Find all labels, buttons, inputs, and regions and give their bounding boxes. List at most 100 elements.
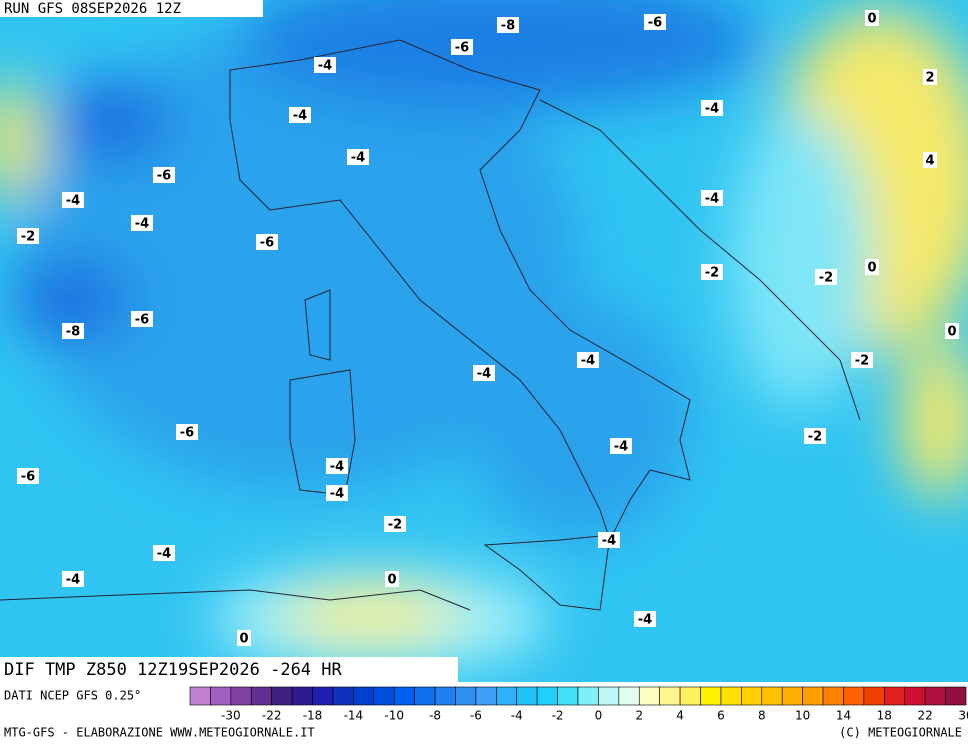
contour-label: -6 [648, 16, 662, 31]
colorbar-swatch [210, 686, 232, 706]
colorbar-swatch [291, 686, 313, 706]
colorbar-tick-label: -4 [511, 709, 523, 723]
contour-label-bg [923, 152, 937, 168]
colorbar-tick-label: 6 [717, 709, 725, 723]
contour-label-bg [473, 365, 495, 381]
colorbar-swatch [557, 686, 579, 706]
colorbar-tick-label: 22 [918, 709, 933, 723]
contour-label-bg [314, 57, 336, 73]
colorbar-tick-label: -22 [262, 709, 282, 723]
field-box [0, 657, 458, 683]
contour-label: -4 [66, 194, 80, 209]
colorbar-swatch [189, 686, 211, 706]
colorbar-tick-label: -30 [221, 709, 241, 723]
colorbar-swatch [536, 686, 558, 706]
contour-label: -6 [180, 426, 194, 441]
colorbar-tick-label: 8 [758, 709, 766, 723]
contour-label: -2 [388, 518, 402, 533]
contour-label-bg [804, 428, 826, 444]
contour-label: -4 [351, 151, 365, 166]
contour-label: -4 [705, 192, 719, 207]
colorbar-swatch [884, 686, 906, 706]
colorbar-tick-label: 30 [958, 709, 968, 723]
contour-label: -6 [21, 470, 35, 485]
contour-label-bg [256, 234, 278, 250]
colorbar-swatch [475, 686, 497, 706]
contour-label-bg [451, 39, 473, 55]
contour-label: -4 [318, 59, 332, 74]
contour-label-bg [237, 630, 251, 646]
contour-label: -4 [135, 217, 149, 232]
contour-label-bg [815, 269, 837, 285]
colorbar-swatch [598, 686, 620, 706]
contour-label: -4 [581, 354, 595, 369]
contour-label: -2 [855, 354, 869, 369]
contour-label: -4 [330, 460, 344, 475]
contour-label-bg [176, 424, 198, 440]
colorbar-swatch [373, 686, 395, 706]
contour-label-bg [865, 259, 879, 275]
contour-label-bg [851, 352, 873, 368]
colorbar-tick-label: -18 [303, 709, 323, 723]
contour-label: -2 [819, 271, 833, 286]
colorbar-swatch [802, 686, 824, 706]
contour-label-bg [62, 192, 84, 208]
contour-label-bg [385, 571, 399, 587]
contour-label: -4 [602, 534, 616, 549]
contour-label-bg [347, 149, 369, 165]
colorbar-swatch [455, 686, 477, 706]
contour-label: 4 [925, 154, 934, 169]
data-source: DATI NCEP GFS 0.25° [4, 689, 141, 703]
map-field [0, 0, 968, 682]
colorbar-swatch [843, 686, 865, 706]
colorbar-swatch [332, 686, 354, 706]
colorbar-swatch [659, 686, 681, 706]
contour-label-bg [634, 611, 656, 627]
colorbar-swatch [720, 686, 742, 706]
contour-label: -4 [477, 367, 491, 382]
contour-label: -4 [330, 487, 344, 502]
contour-label: -4 [293, 109, 307, 124]
contour-label: 0 [239, 632, 248, 647]
contour-label: -2 [21, 230, 35, 245]
contour-label-bg [153, 167, 175, 183]
contour-label: -4 [66, 573, 80, 588]
contour-label-bg [644, 14, 666, 30]
copyright: (C) METEOGIORNALE [839, 726, 962, 740]
run-title: RUN GFS 08SEP2026 12Z [4, 1, 181, 17]
contour-label: 0 [387, 573, 396, 588]
contour-label: 0 [867, 12, 876, 27]
colorbar-swatch [904, 686, 926, 706]
contour-label: -4 [157, 547, 171, 562]
contour-label-bg [289, 107, 311, 123]
contour-label-bg [17, 468, 39, 484]
contour-label-bg [62, 571, 84, 587]
credit: MTG-GFS - ELABORAZIONE WWW.METEOGIORNALE… [4, 726, 315, 740]
colorbar-swatch [353, 686, 375, 706]
title-box [0, 0, 263, 17]
colorbar-swatch [250, 686, 272, 706]
contour-label-bg [497, 17, 519, 33]
colorbar-swatch [781, 686, 803, 706]
colorbar-swatch [393, 686, 415, 706]
colorbar-swatch [945, 686, 967, 706]
contour-label: -4 [705, 102, 719, 117]
contour-label: -6 [455, 41, 469, 56]
colorbar-tick-label: 0 [595, 709, 603, 723]
colorbar-swatch [414, 686, 436, 706]
contour-label: 0 [947, 325, 956, 340]
colorbar-tick-label: -8 [429, 709, 441, 723]
contour-label: 0 [867, 261, 876, 276]
colorbar-tick-label: -6 [470, 709, 482, 723]
colorbar-tick-label: 18 [877, 709, 892, 723]
contour-label-bg [326, 485, 348, 501]
colorbar-tick-label: -10 [384, 709, 404, 723]
colorbar-swatch [679, 686, 701, 706]
contour-label-bg [610, 438, 632, 454]
colorbar-swatch [638, 686, 660, 706]
contour-label-bg [865, 10, 879, 26]
colorbar-swatch [618, 686, 640, 706]
contour-label: -6 [260, 236, 274, 251]
contour-label-bg [17, 228, 39, 244]
